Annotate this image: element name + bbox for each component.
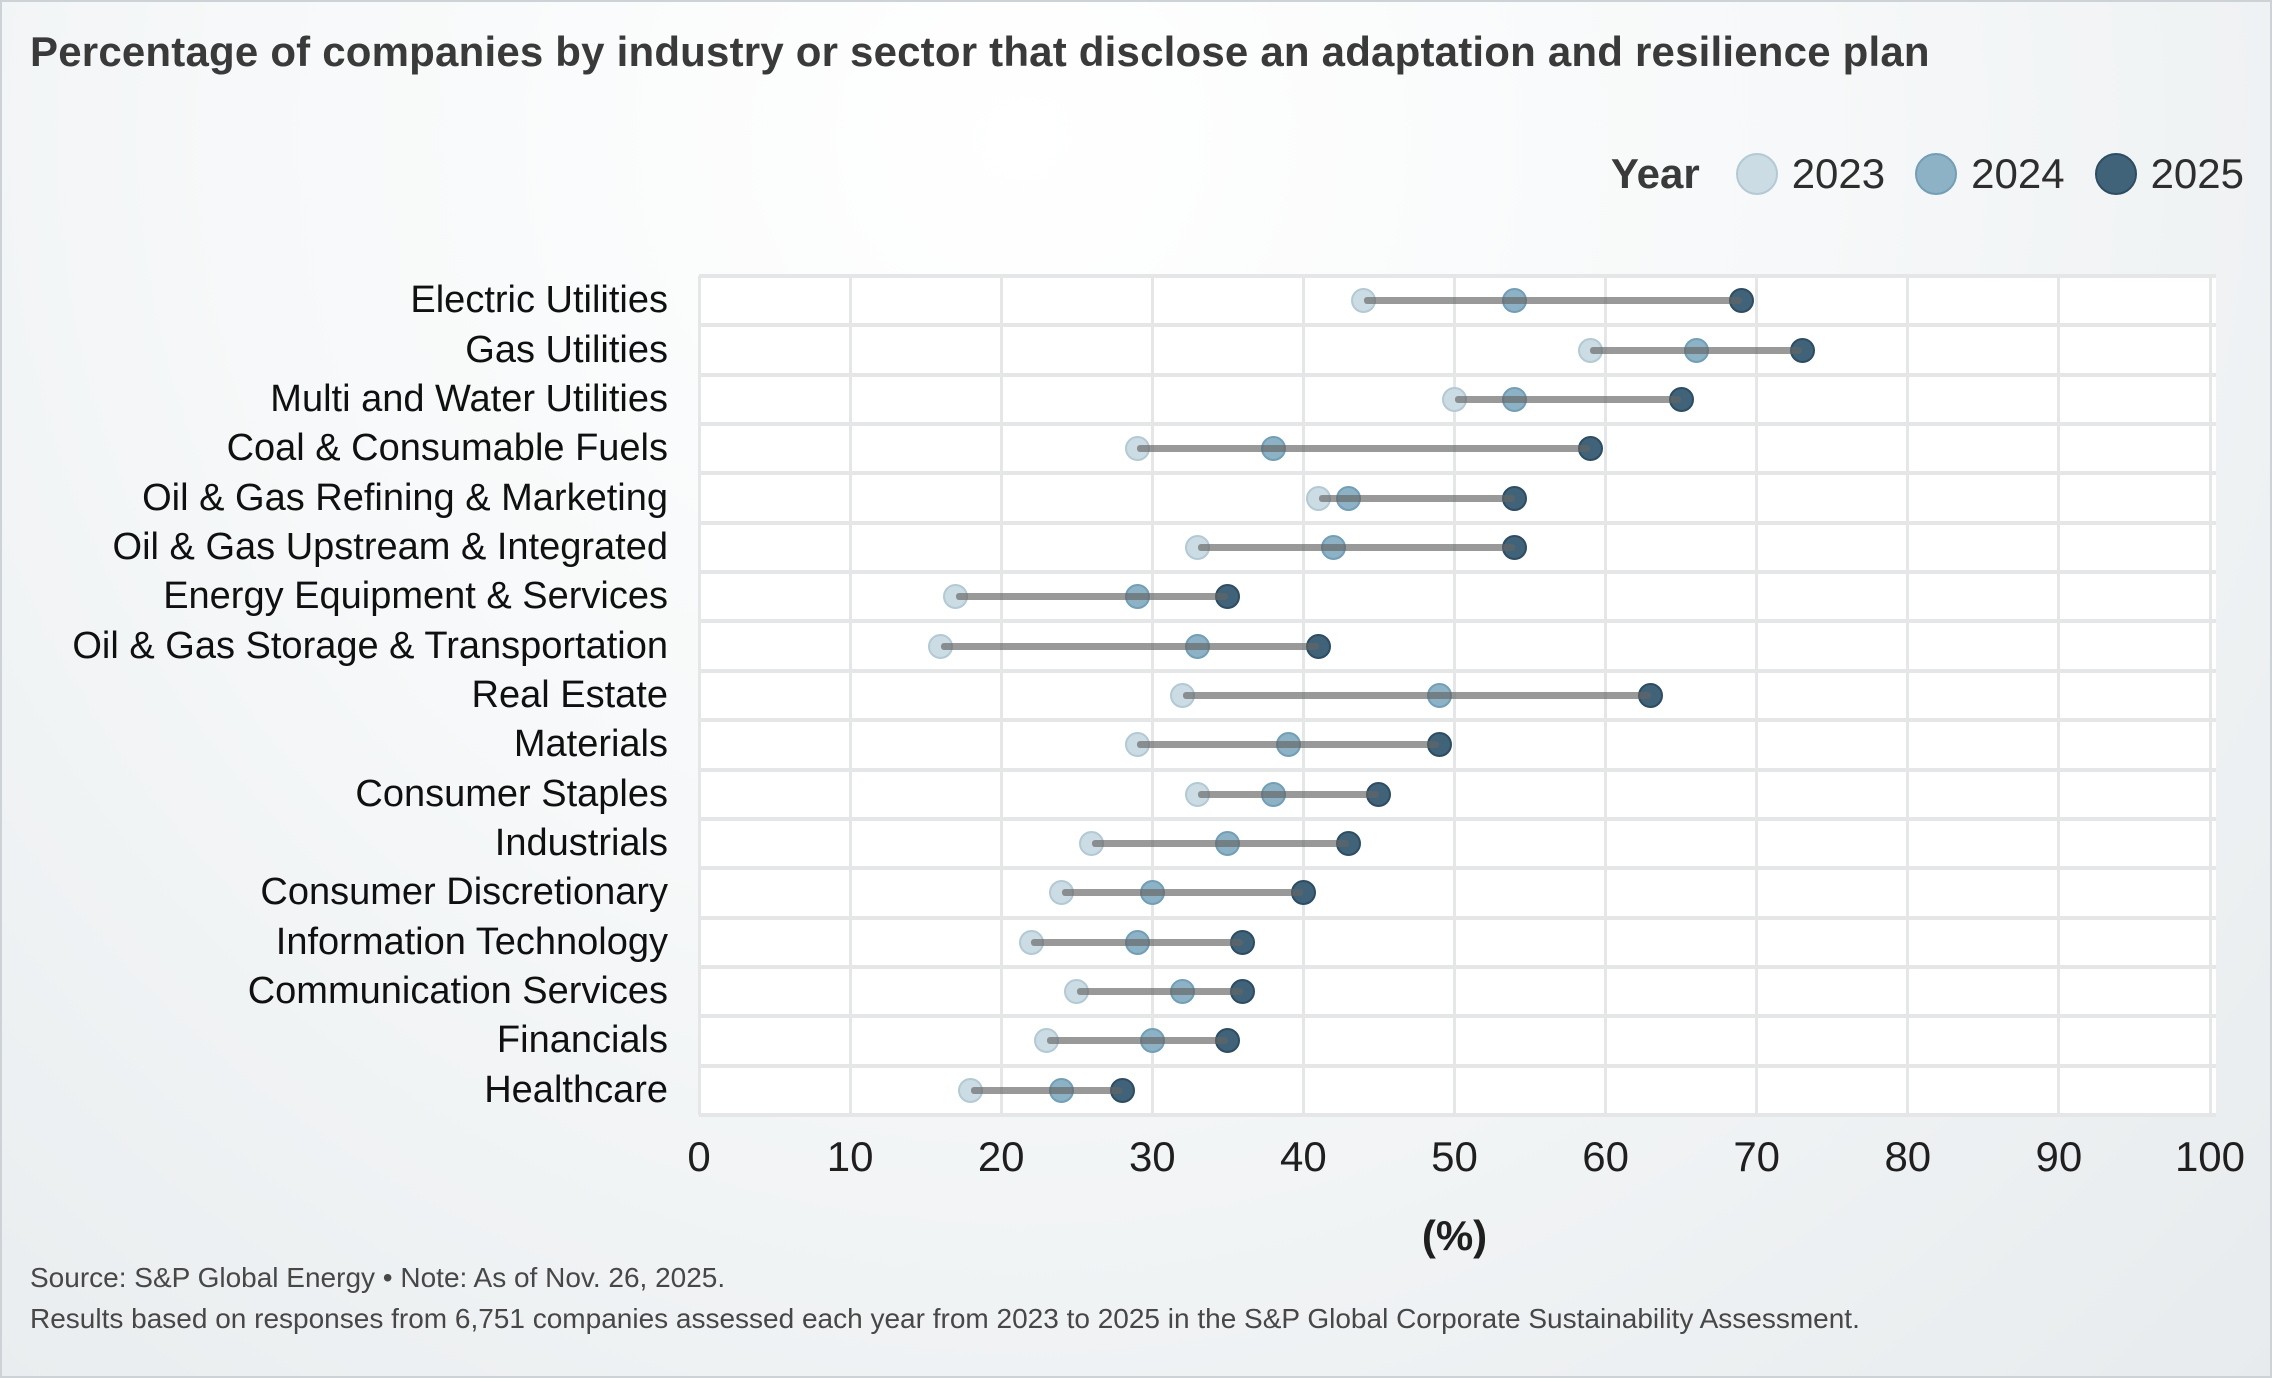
x-tick-label: 0: [687, 1133, 711, 1180]
connector-line: [940, 642, 1319, 650]
x-axis-label: (%): [1421, 1212, 1488, 1259]
category-label: Consumer Staples: [355, 772, 668, 815]
x-tick-label: 90: [2035, 1133, 2083, 1180]
category-label: Real Estate: [471, 673, 668, 716]
legend-dot-2023: [1735, 153, 1778, 195]
chart-title: Percentage of companies by industry or s…: [30, 28, 1930, 75]
x-tick-label: 50: [1431, 1133, 1478, 1180]
legend-item-label: 2023: [1791, 150, 1886, 197]
connector-line: [970, 1086, 1123, 1094]
category-label: Communication Services: [247, 970, 668, 1013]
source-note: Source: S&P Global Energy • Note: As of …: [30, 1262, 726, 1293]
x-tick-label: 20: [977, 1133, 1025, 1180]
connector-line: [1061, 889, 1304, 897]
connector-line: [1318, 494, 1515, 502]
connector-line: [1590, 346, 1803, 354]
row-separator: [699, 816, 2216, 821]
x-tick-label: 70: [1733, 1133, 1781, 1180]
legend-title: Year: [1610, 150, 1700, 197]
x-tick-label: 80: [1884, 1133, 1932, 1180]
legend-item-2023: 2023: [1735, 150, 1886, 198]
row-separator: [699, 422, 2216, 427]
connector-line: [1197, 543, 1515, 551]
x-tick-label: 30: [1128, 1133, 1176, 1180]
gridline-x-20: [999, 276, 1003, 1115]
category-label: Materials: [513, 723, 668, 766]
category-label: Oil & Gas Upstream & Integrated: [112, 525, 668, 568]
dot-2025: [1729, 288, 1755, 314]
row-separator: [699, 323, 2216, 328]
gridline-x-0: [697, 276, 701, 1115]
category-label: Healthcare: [484, 1068, 668, 1111]
gridline-x-70: [1755, 276, 1759, 1115]
connector-line: [1046, 1037, 1228, 1045]
category-label: Multi and Water Utilities: [270, 377, 668, 420]
category-label: Oil & Gas Refining & Marketing: [142, 476, 668, 519]
x-tick-label: 100: [2174, 1133, 2246, 1180]
row-separator: [699, 1014, 2216, 1019]
row-separator: [699, 619, 2216, 624]
legend-item-label: 2024: [1971, 150, 2065, 197]
gridline-x-10: [848, 276, 852, 1115]
connector-line: [1137, 445, 1591, 453]
row-separator: [699, 570, 2216, 575]
row-separator: [699, 1113, 2216, 1117]
legend-dot-2024: [1915, 153, 1958, 195]
connector-line: [1182, 692, 1651, 699]
connector-line: [1031, 938, 1243, 946]
x-tick-label: 40: [1280, 1133, 1327, 1180]
x-tick-label: 10: [826, 1133, 874, 1180]
row-separator: [699, 520, 2216, 525]
row-separator: [699, 718, 2216, 723]
row-separator: [699, 372, 2216, 377]
connector-line: [955, 593, 1228, 601]
connector-line: [1363, 297, 1742, 305]
row-separator: [699, 274, 2216, 278]
row-separator: [699, 471, 2216, 476]
category-label: Information Technology: [275, 920, 668, 963]
category-label: Coal & Consumable Fuels: [226, 427, 668, 470]
gridline-x-30: [1150, 276, 1154, 1115]
row-separator: [699, 964, 2216, 969]
gridline-x-80: [1906, 276, 1910, 1115]
connector-line: [1197, 790, 1379, 798]
category-label: Consumer Discretionary: [260, 871, 668, 914]
methodology-note: Results based on responses from 6,751 co…: [30, 1303, 1860, 1334]
category-label: Industrials: [494, 822, 668, 865]
connector-line: [1454, 395, 1682, 403]
category-label: Gas Utilities: [465, 328, 668, 371]
connector-line: [1137, 741, 1440, 749]
plot-area: [697, 274, 2216, 1117]
category-label: Energy Equipment & Services: [163, 575, 668, 618]
legend: Year 2023 2024 2025: [1611, 148, 2244, 200]
connector-line: [1091, 840, 1349, 848]
row-separator: [699, 1063, 2216, 1068]
category-label: Electric Utilities: [410, 279, 668, 322]
legend-item-2025: 2025: [2094, 150, 2244, 198]
legend-dot-2025: [2094, 153, 2137, 195]
gridline-x-100: [2208, 276, 2212, 1115]
legend-item-label: 2025: [2150, 150, 2244, 197]
category-label: Oil & Gas Storage & Transportation: [72, 624, 668, 667]
x-tick-label: 60: [1582, 1133, 1629, 1180]
row-separator: [699, 767, 2216, 772]
gridline-x-90: [2057, 276, 2061, 1115]
row-separator: [699, 668, 2216, 673]
row-separator: [699, 866, 2216, 871]
category-label: Financials: [496, 1019, 668, 1062]
row-separator: [699, 915, 2216, 920]
legend-item-2024: 2024: [1915, 150, 2065, 198]
connector-line: [1076, 988, 1243, 996]
